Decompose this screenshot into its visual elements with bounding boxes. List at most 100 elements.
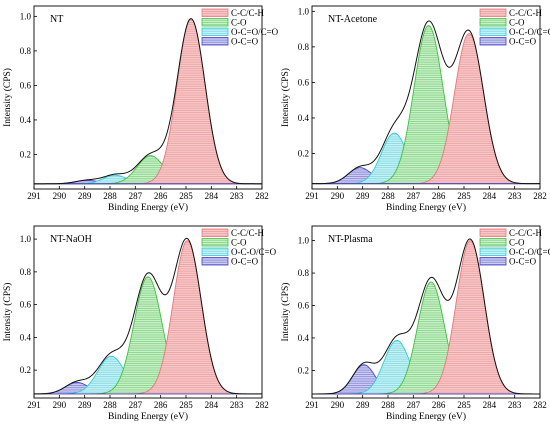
legend-swatch [201,27,229,36]
x-axis-title: Binding Energy (eV) [108,202,188,213]
panel-label: NT-NaOH [50,234,92,245]
x-tick-label: 282 [255,400,269,410]
y-tick-label: 0.2 [20,149,31,159]
x-tick-label: 283 [230,191,244,201]
y-tick-label: 1.0 [20,11,32,21]
y-axis-title: Intensity (CPS) [2,283,13,342]
legend-swatch [201,228,229,237]
legend-swatch [201,247,229,256]
x-tick-label: 286 [154,191,168,201]
x-tick-label: 288 [103,191,117,201]
x-tick-label: 283 [508,191,522,201]
y-tick-label: 0.8 [298,268,310,278]
envelope-line [312,238,540,395]
x-tick-label: 290 [53,400,67,410]
legend: C-C/C-HC-OO-C-O/C=OO-C=O [479,8,550,47]
plot-frame [33,225,263,399]
legend-entry: C-C/C-H [509,8,543,18]
legend-swatch [479,257,507,266]
x-axis-title: Binding Energy (eV) [386,202,466,213]
x-tick-label: 291 [305,191,319,201]
y-tick-label: 0.4 [298,333,310,343]
x-tick-label: 290 [53,191,67,201]
x-tick-label: 287 [129,191,143,201]
x-tick-label: 285 [179,400,193,410]
x-tick-label: 282 [533,400,547,410]
legend-swatch [479,27,507,36]
legend-entry: C-O [231,18,247,28]
y-tick-label: 0.4 [20,115,32,125]
x-tick-label: 282 [533,191,547,201]
chart-panel-4: 291 290 289 288 287 286 285 284 283 282 0.2 0.4 0.6 0… [280,225,550,422]
legend-entry: O-C-O/C=O [231,247,277,257]
plot-frame [33,5,263,190]
panel-label: NT-Plasma [328,234,373,245]
legend: C-C/C-HC-OO-C-O/C=OO-C=O [479,228,550,267]
x-tick-label: 284 [483,191,497,201]
y-tick-label: 0.2 [20,365,31,375]
legend-entry: O-C-O/C=O [509,27,550,37]
x-tick-label: 289 [356,191,370,201]
peak-2 [312,281,540,395]
legend-entry: O-C=O/C=O [231,27,279,37]
x-tick-label: 283 [230,400,244,410]
legend-entry: C-C/C-H [231,228,265,238]
legend-swatch [479,8,507,17]
peak-2 [34,276,262,395]
y-axis-title: Intensity (CPS) [280,68,291,127]
x-axis-title: Binding Energy (eV) [386,411,466,422]
y-tick-label: 0.8 [20,46,32,56]
legend-entry: O-C=O [231,37,259,47]
y-tick-label: 0.6 [298,77,310,87]
legend-swatch [201,257,229,266]
panel-label: NT-Acetone [328,14,378,25]
chart-panel-3: 291 290 289 288 287 286 285 284 283 282 0.2 0.4 0.6 0… [2,225,277,422]
y-tick-label: 0.2 [298,148,309,158]
x-tick-label: 290 [331,191,345,201]
x-axis-title: Binding Energy (eV) [108,411,188,422]
x-tick-label: 286 [432,400,446,410]
chart-panel-1: 291 290 289 288 287 286 285 284 283 282 0.2 0.4 0.6 0… [2,5,279,213]
x-tick-label: 285 [457,400,471,410]
x-tick-label: 287 [407,400,421,410]
panel-label: NT [50,14,63,25]
legend-entry: C-C/C-H [509,228,543,238]
x-tick-label: 285 [179,191,193,201]
x-tick-label: 289 [78,400,92,410]
x-tick-label: 287 [129,400,143,410]
y-tick-label: 1.0 [298,236,310,246]
x-tick-label: 282 [255,191,269,201]
legend-entry: C-O [509,238,525,248]
x-tick-label: 289 [356,400,370,410]
x-tick-label: 288 [103,400,117,410]
x-tick-label: 288 [381,400,395,410]
y-tick-label: 0.4 [20,332,32,342]
x-tick-label: 288 [381,191,395,201]
chart-panel-2: 291 290 289 288 287 286 285 284 283 282 0.2 0.4 0.6 0… [280,5,550,213]
x-tick-label: 284 [205,400,219,410]
y-tick-label: 1.0 [20,234,32,244]
legend: C-C/C-HC-OO-C-O/C=OO-C=O [201,228,277,267]
x-tick-label: 291 [305,400,319,410]
legend-swatch [201,18,229,27]
x-tick-label: 286 [432,191,446,201]
x-tick-label: 290 [331,400,345,410]
legend-entry: C-O [231,238,247,248]
y-axis-title: Intensity (CPS) [280,283,291,342]
legend: C-C/C-HC-OO-C=O/C=OO-C=O [201,8,279,47]
y-axis-title: Intensity (CPS) [2,68,13,127]
x-tick-label: 286 [154,400,168,410]
y-tick-label: 0.8 [20,267,32,277]
x-tick-label: 285 [457,191,471,201]
legend-swatch [479,247,507,256]
legend-swatch [479,37,507,46]
envelope-line [312,20,540,185]
legend-swatch [479,228,507,237]
y-tick-label: 1.0 [298,6,310,16]
legend-entry: C-O [509,18,525,28]
x-tick-label: 284 [205,191,219,201]
legend-swatch [201,37,229,46]
x-tick-label: 287 [407,191,421,201]
x-tick-label: 283 [508,400,522,410]
